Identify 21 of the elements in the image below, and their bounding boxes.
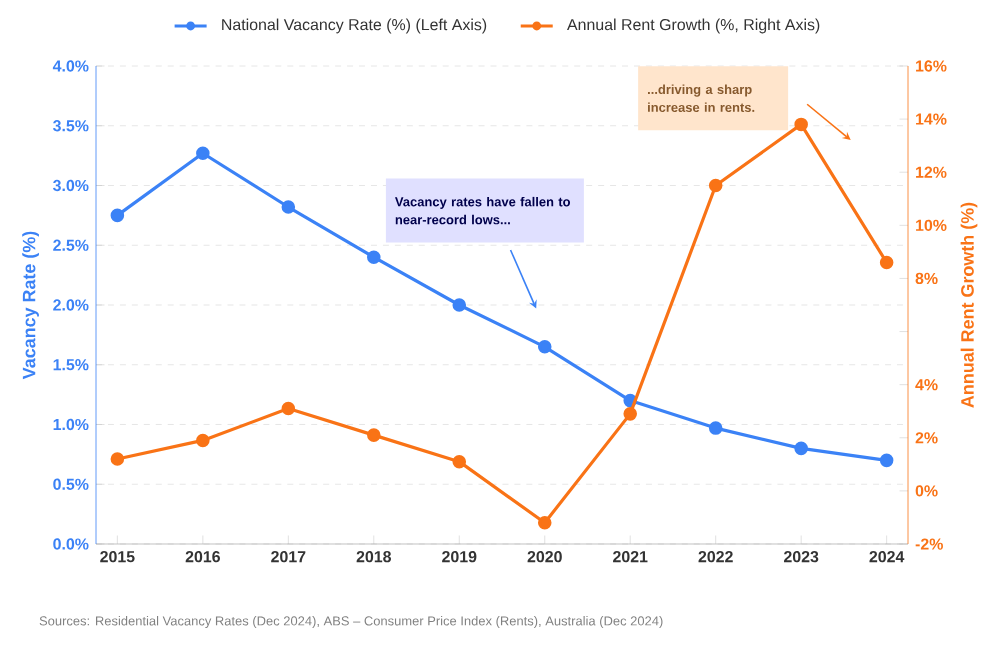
point	[110, 208, 125, 223]
point	[537, 515, 552, 530]
point	[623, 407, 637, 421]
point	[452, 454, 467, 469]
point	[708, 421, 723, 435]
point	[708, 178, 723, 193]
point	[452, 298, 467, 312]
point	[281, 401, 296, 416]
point	[794, 441, 808, 456]
y2-axis-title: Annual Rent Growth (%)	[960, 202, 978, 408]
point	[879, 453, 894, 468]
point	[196, 146, 210, 161]
y-axis-title: Vacancy Rate (%)	[22, 231, 39, 380]
point	[367, 250, 381, 264]
point	[794, 117, 808, 132]
point	[110, 452, 125, 466]
point	[537, 340, 552, 354]
point	[367, 428, 381, 442]
point	[281, 200, 296, 214]
point	[196, 433, 210, 448]
point	[879, 255, 894, 270]
